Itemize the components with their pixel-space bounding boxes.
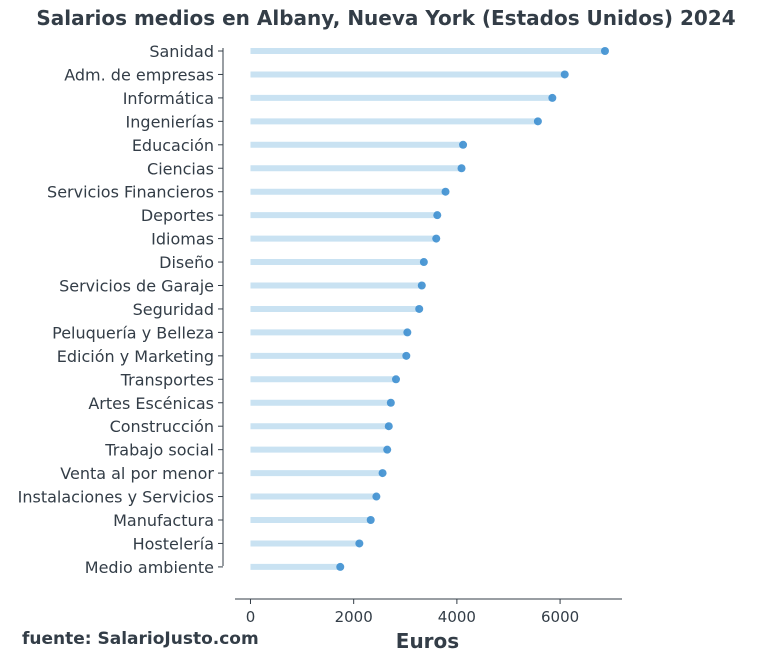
data-point-1 xyxy=(560,70,569,79)
data-point-11 xyxy=(415,304,424,313)
category-label-2: Informática xyxy=(123,89,214,108)
x-tick-group: 0 2000 4000 6000 xyxy=(246,599,579,626)
category-label-group: Sanidad Adm. de empresas Informática Ingeni… xyxy=(18,42,223,577)
category-label-20: Manufactura xyxy=(113,511,214,530)
data-point-16 xyxy=(384,422,393,431)
category-label-22: Medio ambiente xyxy=(85,558,214,577)
category-label-12: Peluquería y Belleza xyxy=(52,323,214,342)
category-label-7: Deportes xyxy=(141,206,214,225)
category-label-5: Ciencias xyxy=(147,159,214,178)
category-label-4: Educación xyxy=(132,136,214,155)
x-tick-label-2: 4000 xyxy=(438,608,476,626)
data-point-10 xyxy=(417,281,426,290)
data-point-4 xyxy=(459,140,468,149)
category-label-9: Diseño xyxy=(159,253,214,272)
data-point-15 xyxy=(386,398,395,407)
category-label-3: Ingenierías xyxy=(126,112,214,131)
category-label-17: Trabajo social xyxy=(104,441,214,460)
data-point-13 xyxy=(402,351,411,360)
category-label-11: Seguridad xyxy=(133,300,214,319)
x-axis-title: Euros xyxy=(396,629,459,653)
category-label-6: Servicios Financieros xyxy=(47,183,214,202)
data-point-22 xyxy=(336,562,345,571)
category-label-0: Sanidad xyxy=(149,42,214,61)
category-label-8: Idiomas xyxy=(151,230,214,249)
data-point-21 xyxy=(355,539,364,548)
data-point-8 xyxy=(432,234,441,243)
source-note: fuente: SalarioJusto.com xyxy=(22,629,259,649)
category-label-19: Instalaciones y Servicios xyxy=(18,488,214,507)
data-point-6 xyxy=(441,187,450,196)
category-label-16: Construcción xyxy=(110,417,214,436)
data-point-19 xyxy=(372,492,381,501)
data-point-18 xyxy=(378,469,387,478)
point-group xyxy=(336,47,609,571)
category-label-15: Artes Escénicas xyxy=(88,394,214,413)
data-point-5 xyxy=(457,164,466,173)
category-label-10: Servicios de Garaje xyxy=(59,277,214,296)
data-point-12 xyxy=(403,328,412,337)
data-point-14 xyxy=(391,375,400,384)
data-point-3 xyxy=(533,117,542,126)
stem-group xyxy=(250,48,605,570)
x-tick-label-3: 6000 xyxy=(541,608,579,626)
data-point-7 xyxy=(433,211,442,220)
x-tick-label-1: 2000 xyxy=(335,608,373,626)
data-point-17 xyxy=(383,445,392,454)
data-point-0 xyxy=(600,47,609,55)
data-point-20 xyxy=(366,516,375,524)
category-label-1: Adm. de empresas xyxy=(64,65,214,84)
category-label-14: Transportes xyxy=(120,370,214,389)
category-label-13: Edición y Marketing xyxy=(57,347,214,366)
data-point-9 xyxy=(419,258,428,267)
category-label-18: Venta al por menor xyxy=(60,464,214,483)
data-point-2 xyxy=(548,93,557,102)
category-label-21: Hostelería xyxy=(133,534,214,553)
chart-title: Salarios medios en Albany, Nueva York (E… xyxy=(36,6,736,30)
x-tick-label-0: 0 xyxy=(246,608,256,626)
